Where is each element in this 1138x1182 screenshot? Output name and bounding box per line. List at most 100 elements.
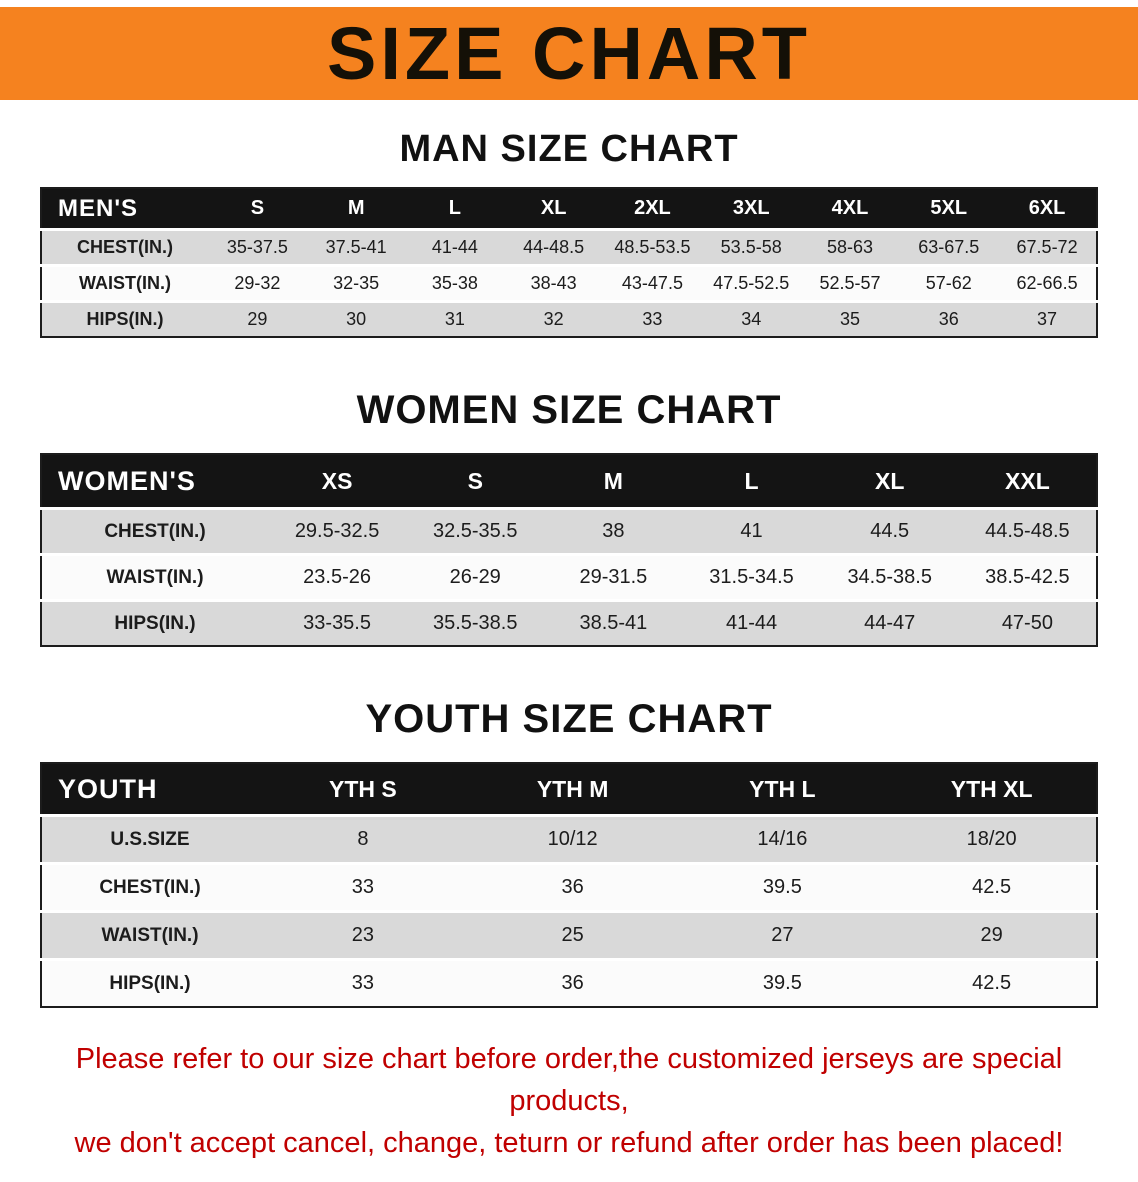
size-chart-page: SIZE CHART MAN SIZE CHART MEN'S S M L XL 2XL 3… — [0, 7, 1138, 1182]
table-row: CHEST(IN.) 29.5-32.5 32.5-35.5 38 41 44.5 44.5… — [41, 507, 1097, 555]
size-column-header: L — [405, 188, 505, 230]
size-cell: 38 — [544, 507, 683, 555]
size-column-header: M — [544, 454, 683, 509]
size-column-header: L — [682, 454, 821, 509]
youth-size-table: YOUTH YTH S YTH M YTH L YTH XL U.S.SIZE 8 10/12… — [40, 762, 1098, 1008]
size-cell: 42.5 — [887, 862, 1097, 912]
size-column-header: YTH S — [258, 763, 468, 816]
size-cell: 63-67.5 — [899, 228, 999, 266]
size-cell: 38.5-41 — [544, 599, 683, 646]
section-men: MAN SIZE CHART MEN'S S M L XL 2XL 3XL 4XL 5XL 6XL… — [0, 128, 1138, 338]
size-cell: 38-43 — [504, 264, 604, 302]
size-cell: 36 — [467, 958, 678, 1007]
size-cell: 37.5-41 — [306, 228, 406, 266]
table-header-row: WOMEN'S XS S M L XL XXL — [41, 454, 1097, 509]
size-cell: 39.5 — [677, 862, 888, 912]
size-cell: 33 — [258, 958, 468, 1007]
size-cell: 10/12 — [467, 814, 678, 864]
section-women: WOMEN SIZE CHART WOMEN'S XS S M L XL XXL CHEST(… — [0, 388, 1138, 647]
row-label: U.S.SIZE — [41, 814, 258, 864]
size-column-header: XL — [820, 454, 959, 509]
row-label: WAIST(IN.) — [41, 264, 208, 302]
size-cell: 18/20 — [887, 814, 1097, 864]
men-section-heading: MAN SIZE CHART — [399, 128, 739, 170]
row-label: WAIST(IN.) — [41, 910, 258, 960]
size-cell: 62-66.5 — [998, 264, 1097, 302]
disclaimer-line-1: Please refer to our size chart before or… — [75, 1043, 1063, 1118]
size-cell: 33-35.5 — [268, 599, 407, 646]
size-cell: 47.5-52.5 — [701, 264, 801, 302]
table-header-row: MEN'S S M L XL 2XL 3XL 4XL 5XL 6XL — [41, 188, 1097, 230]
youth-table-wrap: YOUTH YTH S YTH M YTH L YTH XL U.S.SIZE 8 10/12… — [40, 762, 1098, 1008]
size-cell: 31.5-34.5 — [682, 553, 821, 601]
size-cell: 35 — [800, 300, 900, 337]
size-cell: 52.5-57 — [800, 264, 900, 302]
size-cell: 44-48.5 — [504, 228, 604, 266]
size-cell: 29-31.5 — [544, 553, 683, 601]
table-row: HIPS(IN.) 33-35.5 35.5-38.5 38.5-41 41-44 44-… — [41, 599, 1097, 646]
size-column-header: 3XL — [701, 188, 801, 230]
table-title: WOMEN'S — [41, 454, 268, 509]
size-cell: 32-35 — [306, 264, 406, 302]
size-column-header: YTH M — [467, 763, 678, 816]
men-table-wrap: MEN'S S M L XL 2XL 3XL 4XL 5XL 6XL CHEST(IN.) 35-37… — [40, 187, 1098, 338]
size-column-header: 5XL — [899, 188, 999, 230]
size-cell: 53.5-58 — [701, 228, 801, 266]
disclaimer-line-2: we don't accept cancel, change, teturn o… — [74, 1127, 1064, 1160]
youth-section-heading: YOUTH SIZE CHART — [365, 697, 773, 741]
size-cell: 14/16 — [677, 814, 888, 864]
row-label: CHEST(IN.) — [41, 507, 268, 555]
size-cell: 27 — [677, 910, 888, 960]
size-cell: 35-38 — [405, 264, 505, 302]
size-cell: 42.5 — [887, 958, 1097, 1007]
size-cell: 26-29 — [406, 553, 545, 601]
size-cell: 23 — [258, 910, 468, 960]
table-title: YOUTH — [41, 763, 258, 816]
table-row: U.S.SIZE 8 10/12 14/16 18/20 — [41, 814, 1097, 864]
size-column-header: XXL — [958, 454, 1097, 509]
size-cell: 36 — [467, 862, 678, 912]
table-row: WAIST(IN.) 23 25 27 29 — [41, 910, 1097, 960]
row-label: CHEST(IN.) — [41, 228, 208, 266]
women-section-heading: WOMEN SIZE CHART — [356, 388, 782, 432]
banner-title: SIZE CHART — [327, 11, 811, 95]
size-cell: 35.5-38.5 — [406, 599, 545, 646]
size-cell: 33 — [258, 862, 468, 912]
size-cell: 31 — [405, 300, 505, 337]
row-label: WAIST(IN.) — [41, 553, 268, 601]
size-cell: 33 — [603, 300, 702, 337]
disclaimer: Please refer to our size chart before or… — [20, 1038, 1118, 1164]
size-column-header: YTH L — [677, 763, 888, 816]
size-cell: 67.5-72 — [998, 228, 1097, 266]
size-cell: 8 — [258, 814, 468, 864]
size-column-header: 4XL — [800, 188, 900, 230]
size-cell: 23.5-26 — [268, 553, 407, 601]
size-cell: 41 — [682, 507, 821, 555]
size-cell: 47-50 — [958, 599, 1097, 646]
size-cell: 48.5-53.5 — [603, 228, 702, 266]
size-column-header: YTH XL — [887, 763, 1097, 816]
table-row: CHEST(IN.) 35-37.5 37.5-41 41-44 44-48.5 48.5… — [41, 228, 1097, 266]
size-cell: 43-47.5 — [603, 264, 702, 302]
banner: SIZE CHART — [0, 7, 1138, 100]
men-size-table: MEN'S S M L XL 2XL 3XL 4XL 5XL 6XL CHEST(IN.) 35-37… — [40, 187, 1098, 338]
section-youth: YOUTH SIZE CHART YOUTH YTH S YTH M YTH L YTH… — [0, 697, 1138, 1008]
table-row: CHEST(IN.) 33 36 39.5 42.5 — [41, 862, 1097, 912]
row-label: HIPS(IN.) — [41, 958, 258, 1007]
size-cell: 29.5-32.5 — [268, 507, 407, 555]
size-cell: 34.5-38.5 — [820, 553, 959, 601]
table-header-row: YOUTH YTH S YTH M YTH L YTH XL — [41, 763, 1097, 816]
size-cell: 44.5 — [820, 507, 959, 555]
table-row: WAIST(IN.) 23.5-26 26-29 29-31.5 31.5-34.5 34… — [41, 553, 1097, 601]
size-column-header: XS — [268, 454, 407, 509]
size-cell: 32 — [504, 300, 604, 337]
size-cell: 35-37.5 — [208, 228, 307, 266]
size-cell: 38.5-42.5 — [958, 553, 1097, 601]
size-cell: 44-47 — [820, 599, 959, 646]
size-cell: 25 — [467, 910, 678, 960]
size-cell: 41-44 — [682, 599, 821, 646]
row-label: HIPS(IN.) — [41, 300, 208, 337]
women-table-wrap: WOMEN'S XS S M L XL XXL CHEST(IN.) 29.5-32.5 32.5… — [40, 453, 1098, 647]
size-cell: 44.5-48.5 — [958, 507, 1097, 555]
size-cell: 34 — [701, 300, 801, 337]
